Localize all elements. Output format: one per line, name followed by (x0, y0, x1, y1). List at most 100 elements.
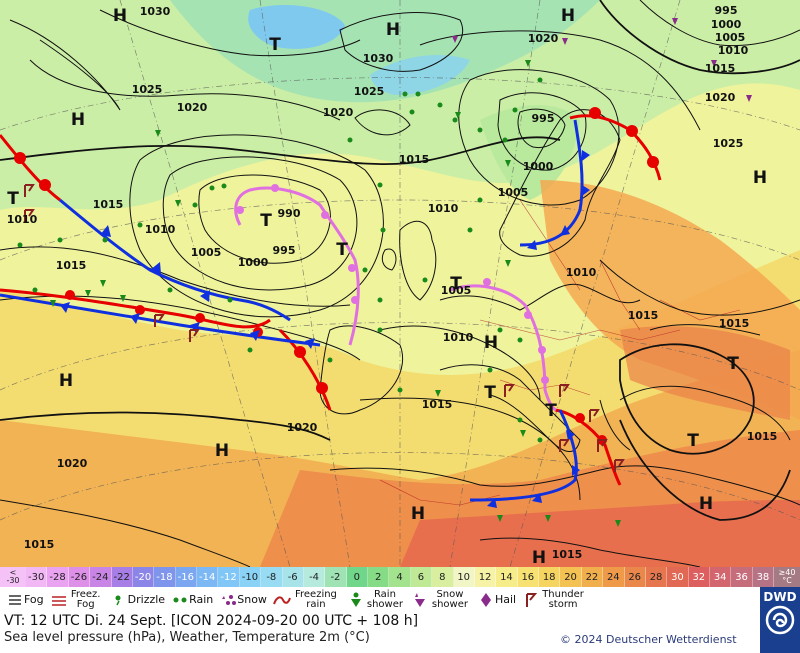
low-pressure-label: T (260, 211, 272, 231)
scale-step: -4 (303, 567, 326, 587)
scale-step: 30 (667, 567, 689, 587)
isobar-label: 1015 (399, 153, 430, 166)
scale-step: 36 (731, 567, 753, 587)
isobar-label: 1010 (7, 213, 38, 226)
legend-hail: Hail (477, 591, 516, 609)
map-subtitle: Sea level pressure (hPa), Weather, Tempe… (4, 630, 370, 645)
scale-step: -2 (325, 567, 347, 587)
isobar-label: 1015 (628, 309, 659, 322)
high-pressure-label: H (71, 110, 85, 130)
scale-high-end: ≥40 °C (774, 567, 800, 587)
scale-step: 20 (560, 567, 582, 587)
high-pressure-label: H (484, 333, 498, 353)
high-pressure-label: H (561, 6, 575, 26)
warm-front (0, 134, 61, 202)
legend-rain: Rain (171, 591, 213, 609)
isobar-label: 1010 (428, 202, 459, 215)
low-pressure-label: T (484, 383, 496, 403)
scale-step: -22 (111, 567, 133, 587)
isobar-label: 1015 (705, 62, 736, 75)
isobar-label: 1015 (24, 538, 55, 551)
scale-step: 34 (710, 567, 732, 587)
isobar-label: 1025 (713, 137, 744, 150)
legend-snow-shower: Snow shower (411, 590, 471, 610)
snow-icon (219, 591, 237, 609)
high-pressure-label: H (113, 6, 127, 26)
isobar-label: 1000 (238, 256, 269, 269)
scale-step: 0 (346, 567, 368, 587)
isobar-label: 1010 (566, 266, 597, 279)
scale-step: 26 (624, 567, 646, 587)
high-pressure-label: H (753, 168, 767, 188)
rain-icon (171, 591, 189, 609)
isobar-label: 1015 (552, 548, 583, 561)
scale-step: 22 (581, 567, 604, 587)
rain-shower-icon (347, 591, 365, 609)
isobar-label: 995 (532, 112, 555, 125)
legend-rain-shower: Rain shower (347, 590, 405, 610)
pressure-systems: H H H T H T T T H T H T T T T H H H H H (7, 6, 767, 567)
cold-front (0, 293, 321, 347)
occluded-front (449, 284, 557, 412)
isobar-label: 1010 (145, 223, 176, 236)
isobar-label: 1010 (718, 44, 749, 57)
low-pressure-label: T (687, 431, 699, 451)
weather-legend: Fog Freez. Fog Drizzle Rain Snow Freezin… (0, 587, 760, 613)
scale-step: 4 (389, 567, 411, 587)
freezing-fog-icon (50, 591, 68, 609)
scale-step: -20 (132, 567, 155, 587)
legend-freezing-fog: Freez. Fog (50, 590, 104, 610)
isobar-label: 995 (715, 4, 738, 17)
legend-freezing-rain: Freezing rain (273, 590, 341, 610)
occluded-front (234, 186, 360, 346)
isobar-label: 1020 (177, 101, 208, 114)
low-pressure-label: T (269, 35, 281, 55)
low-pressure-label: T (7, 189, 19, 209)
isobar-label: 1020 (287, 421, 318, 434)
weather-symbols (17, 77, 543, 443)
isobar-label: 1020 (528, 32, 559, 45)
isobar-label: 1015 (422, 398, 453, 411)
scale-step: -26 (68, 567, 91, 587)
isobar-label: 995 (273, 244, 296, 257)
isobar-label: 1005 (498, 186, 529, 199)
isobar-label: 1020 (323, 106, 354, 119)
isobar-label: 1015 (747, 430, 778, 443)
coastlines (9, 19, 800, 506)
scale-step: 2 (368, 567, 390, 587)
legend-snow: Snow (219, 591, 267, 609)
scale-step: -10 (239, 567, 262, 587)
isobar-label: 1020 (705, 91, 736, 104)
shower-symbols (50, 60, 621, 527)
scale-step: -14 (197, 567, 219, 587)
warm-front (0, 288, 271, 329)
copyright: © 2024 Deutscher Wetterdienst (560, 633, 737, 646)
scale-step: 8 (432, 567, 454, 587)
scale-step: 18 (539, 567, 561, 587)
low-pressure-label: T (545, 401, 557, 421)
isobar-label: 1025 (132, 83, 163, 96)
high-pressure-label: H (215, 441, 229, 461)
drizzle-icon (110, 591, 128, 609)
isobar-label: 990 (278, 207, 301, 220)
weather-fronts (0, 114, 662, 502)
scale-step: -30 (26, 567, 48, 587)
isobar-label: 1020 (57, 457, 88, 470)
isobar-label: 1000 (711, 18, 742, 31)
thunderstorm-symbols (24, 184, 625, 472)
scale-step: 16 (517, 567, 539, 587)
scale-step: 28 (645, 567, 668, 587)
hail-icon (477, 591, 495, 609)
scale-step: 6 (410, 567, 433, 587)
legend-drizzle: Drizzle (110, 591, 165, 609)
scale-step: 10 (453, 567, 475, 587)
isobar-label: 1030 (140, 5, 171, 18)
freezing-rain-icon (273, 591, 291, 609)
scale-step: -24 (90, 567, 112, 587)
legend-thunderstorm: Thunder storm (522, 590, 586, 610)
scale-step: 14 (496, 567, 518, 587)
snow-shower-icon (411, 591, 429, 609)
cold-front (59, 198, 291, 322)
